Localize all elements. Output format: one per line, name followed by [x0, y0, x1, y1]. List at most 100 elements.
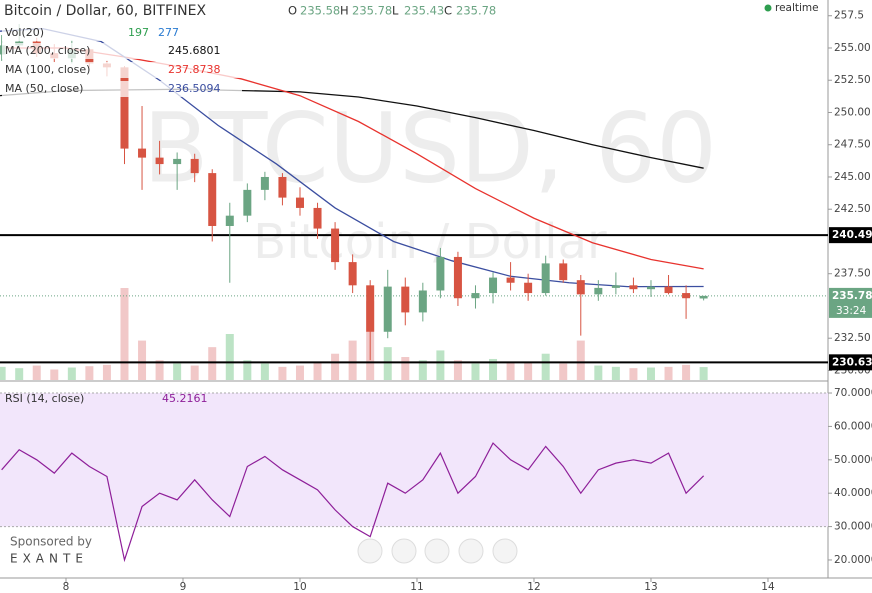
volume-bar: [15, 368, 24, 380]
rsi-tick-label: 40.0000: [834, 487, 872, 499]
hline-tag: [829, 227, 872, 244]
candle-body: [243, 189, 252, 216]
ohlc-label: O: [288, 4, 297, 18]
status: realtime: [775, 2, 819, 14]
x-tick-label: 14: [761, 581, 775, 593]
candle-body: [348, 262, 357, 286]
volume-bar: [576, 340, 585, 380]
legend-name: MA (200, close): [5, 44, 90, 57]
hline-tag-label: 240.49: [832, 229, 872, 241]
candle-body: [401, 286, 410, 313]
candle-body: [155, 157, 164, 165]
nav-button[interactable]: [357, 538, 383, 564]
x-tick-label: 11: [410, 581, 423, 593]
legend-value: 236.5094: [168, 82, 221, 95]
candle-body: [664, 286, 673, 294]
candle-body: [682, 293, 691, 299]
legend-name: MA (50, close): [5, 82, 83, 95]
ohlc-value: 235.78: [456, 4, 496, 18]
volume-bar: [50, 369, 59, 380]
ohlc-value: 235.43: [404, 4, 444, 18]
rsi-tick-label: 20.0000: [834, 554, 872, 566]
volume-bar: [611, 366, 620, 380]
candle-body: [646, 286, 655, 290]
volume-bar: [190, 365, 199, 380]
volume-bar: [278, 366, 287, 380]
candle-body: [313, 207, 322, 229]
x-tick-label: 10: [293, 581, 306, 593]
candle-body: [436, 256, 445, 291]
watermark-name: Bitcoin / Dollar: [253, 214, 607, 270]
candle-body: [489, 277, 498, 294]
legend-value: 45.2161: [162, 392, 208, 405]
nav-button[interactable]: [391, 538, 417, 564]
legend-name: MA (100, close): [5, 63, 90, 76]
nav-button[interactable]: [492, 538, 518, 564]
volume-bar: [331, 353, 340, 380]
volume-bar: [120, 288, 129, 380]
volume-bar: [208, 347, 217, 380]
volume-bar: [348, 340, 357, 380]
candle-body: [173, 158, 182, 165]
hline-tag-label: 230.63: [832, 356, 872, 368]
candle-body: [611, 285, 620, 288]
volume-bar: [243, 360, 252, 380]
candle-body: [331, 228, 340, 263]
volume-bar: [418, 360, 427, 380]
volume-bar: [173, 363, 182, 380]
volume-bar: [85, 366, 94, 380]
rsi-band: [0, 393, 828, 527]
ohlc-label: L: [392, 4, 399, 18]
volume-bar: [594, 365, 603, 380]
chart-title: Bitcoin / Dollar, 60, BITFINEX: [4, 3, 206, 19]
volume-bar: [436, 350, 445, 380]
y-tick-label: 250.00: [834, 106, 871, 118]
volume-bar: [489, 358, 498, 380]
candle-body: [524, 282, 533, 294]
x-tick-label: 12: [527, 581, 540, 593]
volume-bar: [313, 362, 322, 380]
candle-body: [594, 287, 603, 295]
candle-body: [699, 295, 708, 299]
volume-bar: [32, 365, 41, 380]
legend-bg: [2, 62, 242, 78]
x-tick-label: 9: [180, 581, 187, 593]
legend-value: 237.8738: [168, 63, 221, 76]
nav-button[interactable]: [458, 538, 484, 564]
ohlc-value: 235.78: [352, 4, 392, 18]
y-tick-label: 257.5: [834, 10, 864, 22]
volume-bar: [67, 367, 76, 380]
volume-bar: [506, 361, 515, 380]
candle-body: [629, 285, 638, 290]
watermark-symbol: BTCUSD, 60: [143, 92, 717, 204]
candle-body: [383, 286, 392, 332]
volume-bar: [453, 360, 462, 380]
y-tick-label: 247.50: [834, 139, 871, 151]
y-tick-label: 255.00: [834, 42, 871, 54]
volume-bar: [471, 363, 480, 380]
volume-bar: [699, 367, 708, 380]
legend-bg: [2, 81, 242, 97]
volume-bar: [541, 353, 550, 380]
candle-body: [278, 176, 287, 198]
volume-bar: [682, 364, 691, 380]
nav-button[interactable]: [424, 538, 450, 564]
rsi-tick-label: 60.0000: [834, 420, 872, 432]
candle-body: [295, 197, 304, 208]
candle-body: [208, 173, 217, 226]
volume-bar: [383, 347, 392, 380]
volume-bar: [138, 340, 147, 380]
watermark: BTCUSD, 60 Bitcoin / Dollar: [143, 92, 717, 270]
y-tick-label: 232.50: [834, 332, 871, 344]
candle-body: [120, 67, 129, 149]
volume-bar: [295, 365, 304, 380]
candle-body: [260, 176, 269, 190]
volume-bar: [629, 368, 638, 380]
ohlc-value: 235.58: [300, 4, 340, 18]
legend-name: RSI (14, close): [5, 392, 84, 405]
moving-average: [0, 27, 704, 288]
hline-tag: [829, 354, 872, 371]
last-price-label: 235.78: [832, 290, 872, 302]
ohlc-label: C: [444, 4, 452, 18]
volume-bar: [225, 334, 234, 380]
